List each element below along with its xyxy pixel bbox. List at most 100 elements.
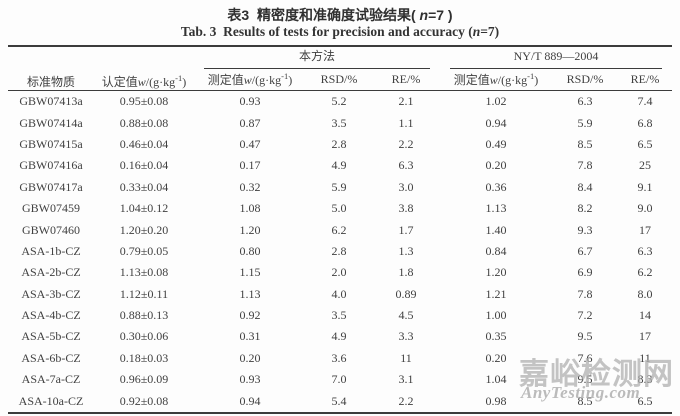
cell-substance: GBW07414a [19, 115, 83, 130]
results-table: 标准物质 认定值w/(g·kg-1) 本方法 NY/T 889—2004 测定值… [8, 45, 673, 414]
cell-nyt-re: 6.8 [637, 115, 653, 130]
cell-nyt-rsd: 6.3 [577, 94, 593, 109]
cell-nyt-re: 14 [639, 308, 651, 323]
cell-method-rsd: 2.8 [331, 243, 347, 258]
cell-nyt-rsd: 9.5 [577, 372, 593, 387]
cell-substance: ASA-5b-CZ [21, 329, 81, 344]
cell-nyt-rsd: 6.7 [577, 243, 593, 258]
measured-unit-close-nyt: ) [534, 73, 539, 87]
cell-nyt-measured: 1.40 [485, 222, 507, 237]
cell-nyt-re: 6.5 [637, 136, 653, 151]
cell-method-re: 0.89 [395, 286, 417, 301]
col-certified-header: 认定值w/(g·kg-1) [94, 46, 194, 91]
cell-nyt-re: 6.2 [637, 265, 653, 280]
cell-method-measured: 0.92 [239, 308, 261, 323]
cell-certified-value: 1.20±0.20 [119, 222, 169, 237]
cell-method-rsd: 2.0 [331, 265, 347, 280]
cell-method-re: 3.8 [398, 201, 414, 216]
certified-unit-close: ) [182, 75, 187, 89]
cell-nyt-rsd: 8.2 [577, 201, 593, 216]
table-row: ASA-1b-CZ 0.79±0.05 0.80 2.8 1.3 0.84 6.… [8, 241, 672, 262]
cell-method-measured: 0.94 [239, 393, 261, 408]
col-measured-header-nyt: 测定值w/(g·kg-1) [440, 69, 552, 91]
cell-certified-value: 1.04±0.12 [119, 201, 169, 216]
cell-method-measured: 1.08 [239, 201, 261, 216]
cell-certified-value: 0.30±0.06 [119, 329, 169, 344]
cell-method-re: 1.7 [398, 222, 414, 237]
table-row: ASA-2b-CZ 1.13±0.08 1.15 2.0 1.8 1.20 6.… [8, 262, 672, 283]
cell-nyt-measured: 1.02 [485, 94, 507, 109]
cell-certified-value: 0.95±0.08 [119, 94, 169, 109]
cell-method-rsd: 5.9 [331, 179, 347, 194]
table-row: GBW07416a 0.16±0.04 0.17 4.9 6.3 0.20 7.… [8, 155, 672, 176]
cell-substance: GBW07416a [19, 158, 83, 173]
table-row: GBW07417a 0.33±0.04 0.32 5.9 3.0 0.36 8.… [8, 177, 672, 198]
group-nyt-label: NY/T 889—2004 [450, 49, 663, 69]
cell-method-re: 3.3 [398, 329, 414, 344]
cell-certified-value: 0.46±0.04 [119, 136, 169, 151]
table-row: GBW07413a 0.95±0.08 0.93 5.2 2.1 1.02 6.… [8, 91, 672, 113]
cell-method-re: 1.1 [398, 115, 414, 130]
cell-substance: ASA-3b-CZ [21, 286, 81, 301]
cell-method-measured: 0.80 [239, 243, 261, 258]
cell-method-re: 4.5 [398, 308, 414, 323]
cell-nyt-re: 9.0 [637, 201, 653, 216]
table-title-en-text: Tab. 3 Results of tests for precision an… [180, 24, 473, 39]
cell-method-re: 1.8 [398, 265, 414, 280]
cell-nyt-re: 25 [639, 158, 651, 173]
cell-nyt-re: 6.5 [637, 393, 653, 408]
certified-unit-sup: -1 [175, 73, 183, 83]
table-row: GBW07459 1.04±0.12 1.08 5.0 3.8 1.13 8.2… [8, 198, 672, 219]
measured-unit-method: /(g·kg [251, 73, 282, 87]
measured-label-method: 测定值 [207, 73, 244, 87]
cell-nyt-re: 7.4 [637, 94, 653, 109]
col-re-header-nyt: RE/% [618, 69, 673, 91]
cell-nyt-measured: 1.04 [485, 372, 507, 387]
cell-nyt-re: 9.1 [637, 179, 653, 194]
cell-method-rsd: 3.5 [331, 115, 347, 130]
cell-method-measured: 0.20 [239, 350, 261, 365]
cell-substance: ASA-1b-CZ [21, 243, 81, 258]
cell-nyt-measured: 0.98 [485, 393, 507, 408]
results-table-body: GBW07413a 0.95±0.08 0.93 5.2 2.1 1.02 6.… [8, 91, 672, 413]
cell-method-measured: 0.93 [239, 372, 261, 387]
cell-nyt-rsd: 8.5 [577, 136, 593, 151]
group-nyt-header: NY/T 889—2004 [440, 46, 672, 69]
cell-nyt-measured: 0.20 [485, 350, 507, 365]
table-title-zh-text: 表3 精密度和准确度试验结果( [227, 7, 420, 23]
table-title-zh-n: n [419, 7, 429, 23]
table-row: ASA-10a-CZ 0.92±0.08 0.94 5.4 2.2 0.98 8… [8, 390, 672, 412]
cell-method-re: 2.1 [398, 94, 414, 109]
cell-nyt-rsd: 8.5 [577, 393, 593, 408]
cell-method-re: 3.1 [398, 372, 414, 387]
cell-certified-value: 1.12±0.11 [119, 286, 169, 301]
cell-certified-value: 0.88±0.13 [119, 308, 169, 323]
cell-method-measured: 1.20 [239, 222, 261, 237]
cell-substance: ASA-4b-CZ [21, 308, 81, 323]
cell-substance: GBW07413a [19, 94, 83, 109]
cell-nyt-re: 8.0 [637, 286, 653, 301]
cell-method-measured: 1.15 [239, 265, 261, 280]
cell-method-re: 11 [400, 350, 412, 365]
cell-nyt-measured: 0.84 [485, 243, 507, 258]
measured-unit-sup-method: -1 [281, 71, 289, 81]
cell-nyt-measured: 1.13 [485, 201, 507, 216]
cell-method-rsd: 7.0 [331, 372, 347, 387]
col-rsd-header-nyt: RSD/% [552, 69, 618, 91]
group-method-label: 本方法 [204, 47, 430, 69]
cell-method-rsd: 5.4 [331, 393, 347, 408]
col-re-header-method: RE/% [372, 69, 440, 91]
cell-method-re: 2.2 [398, 136, 414, 151]
table-title-zh: 表3 精密度和准确度试验结果( n=7 ) [0, 5, 680, 25]
cell-substance: ASA-7a-CZ [21, 372, 81, 387]
cell-certified-value: 0.33±0.04 [119, 179, 169, 194]
cell-method-rsd: 5.2 [331, 94, 347, 109]
cell-nyt-measured: 0.35 [485, 329, 507, 344]
cell-method-re: 1.3 [398, 243, 414, 258]
measured-symbol-nyt: w [489, 73, 498, 87]
cell-nyt-re: 6.3 [637, 243, 653, 258]
measured-unit-sup-nyt: -1 [527, 71, 535, 81]
table-row: ASA-5b-CZ 0.30±0.06 0.31 4.9 3.3 0.35 9.… [8, 326, 672, 347]
table-title-en-n: n [472, 24, 481, 39]
cell-certified-value: 0.88±0.08 [119, 115, 169, 130]
